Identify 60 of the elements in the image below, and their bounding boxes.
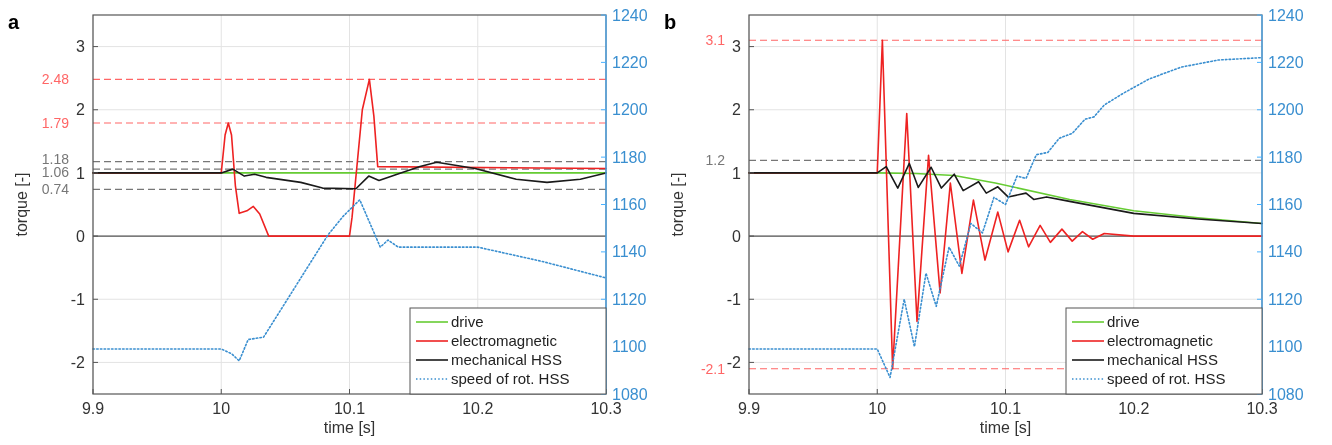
- legend-label: drive: [451, 313, 484, 331]
- legend-label: mechanical HSS: [1107, 351, 1218, 369]
- x-tick-label: 9.9: [737, 400, 761, 417]
- y-tick-label: 2: [76, 101, 86, 119]
- y2-tick-label: 1100: [1268, 338, 1303, 356]
- y2-tick-label: 1080: [612, 385, 648, 403]
- x-tick-label: 10.1: [989, 400, 1022, 417]
- chart-title: a: [8, 11, 20, 33]
- ref-line-label: 3.1: [705, 32, 726, 49]
- y-tick-label: 3: [76, 38, 86, 56]
- y-tick-label: 2: [732, 101, 742, 119]
- y2-tick-label: 1100: [612, 338, 647, 356]
- ref-line-label: 1.2: [705, 152, 726, 169]
- y-tick-label: -2: [726, 354, 742, 372]
- x-tick-label: 10: [212, 400, 231, 417]
- x-axis-title: time [s]: [323, 419, 376, 436]
- y2-tick-label: 1240: [1268, 6, 1304, 24]
- y2-tick-label: 1200: [612, 101, 648, 119]
- chart-title: b: [664, 11, 677, 33]
- legend-label: drive: [1107, 313, 1140, 331]
- ref-line-label: -2.1: [700, 360, 726, 377]
- x-tick-label: 10.3: [590, 400, 622, 417]
- x-tick-label: 9.9: [81, 400, 105, 417]
- y-tick-label: -1: [726, 290, 742, 308]
- y2-tick-label: 1180: [612, 148, 647, 166]
- y-tick-label: 0: [76, 227, 86, 245]
- y-axis-title: torque [-]: [13, 172, 30, 237]
- ref-line-label: 0.74: [41, 181, 70, 198]
- x-axis-title: time [s]: [979, 419, 1032, 436]
- y2-tick-label: 1080: [1268, 385, 1304, 403]
- y-tick-label: 3: [732, 38, 742, 56]
- x-tick-label: 10.1: [333, 400, 366, 417]
- y-tick-label: 1: [732, 164, 742, 182]
- y-axis-title: torque [-]: [669, 172, 686, 237]
- legend-label: electromagnetic: [1107, 332, 1214, 350]
- y2-tick-label: 1140: [612, 243, 647, 261]
- y2-tick-label: 1120: [612, 290, 647, 308]
- ref-line-label: 1.79: [41, 114, 70, 131]
- y2-tick-label: 1120: [1268, 290, 1303, 308]
- legend-label: speed of rot. HSS: [1107, 370, 1226, 388]
- y2-tick-label: 1160: [612, 196, 647, 214]
- y2-tick-label: 1220: [612, 53, 648, 71]
- y2-tick-label: 1240: [612, 6, 648, 24]
- x-tick-label: 10.2: [462, 400, 494, 417]
- legend-label: mechanical HSS: [451, 351, 562, 369]
- y-tick-label: 1: [76, 164, 86, 182]
- ref-line-label: 2.48: [41, 71, 70, 88]
- y2-tick-label: 1140: [1268, 243, 1303, 261]
- x-tick-label: 10: [868, 400, 887, 417]
- y-tick-label: -2: [70, 354, 86, 372]
- y-tick-label: 0: [732, 227, 742, 245]
- y-tick-label: -1: [70, 290, 86, 308]
- y2-tick-label: 1160: [1268, 196, 1303, 214]
- y2-tick-label: 1180: [1268, 148, 1303, 166]
- legend-label: speed of rot. HSS: [451, 370, 570, 388]
- y2-tick-label: 1220: [1268, 53, 1304, 71]
- x-tick-label: 10.2: [1118, 400, 1150, 417]
- y2-tick-label: 1200: [1268, 101, 1304, 119]
- x-tick-label: 10.3: [1246, 400, 1278, 417]
- legend-label: electromagnetic: [451, 332, 558, 350]
